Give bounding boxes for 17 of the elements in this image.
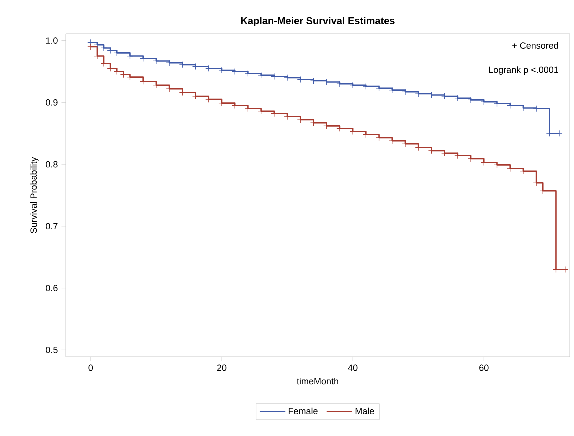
y-tick-label: 0.5 — [46, 346, 58, 354]
y-tick-label: 0.8 — [46, 161, 58, 168]
legend-label: Male — [356, 408, 374, 414]
x-tick-label: 20 — [217, 364, 227, 372]
x-tick-label: 0 — [88, 364, 94, 372]
y-tick-label: 1.0 — [46, 38, 58, 44]
annotation: + Censored — [512, 42, 558, 49]
y-tick-label: 0.6 — [46, 285, 58, 292]
chart-title: Kaplan-Meier Survival Estimates — [241, 17, 395, 26]
x-tick-label: 60 — [480, 364, 489, 372]
x-tick-label: 40 — [348, 364, 358, 372]
y-axis-title: Survival Probability — [30, 157, 39, 234]
annotation: Logrank p <.0001 — [489, 66, 558, 75]
legend-label: Female — [288, 408, 318, 414]
y-tick-label: 0.9 — [46, 99, 58, 106]
x-axis-title: timeMonth — [297, 378, 338, 385]
y-tick-label: 0.7 — [46, 223, 58, 230]
